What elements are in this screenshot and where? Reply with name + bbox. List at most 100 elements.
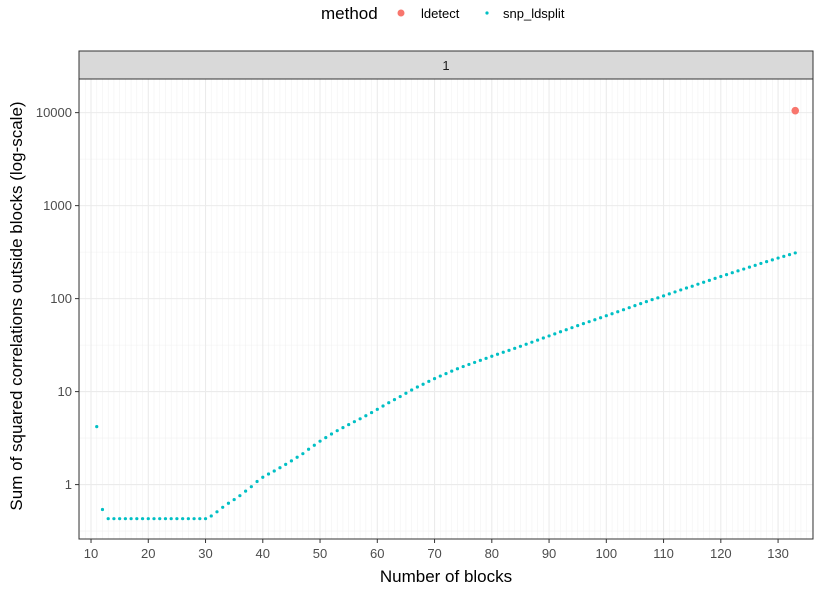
point-snp-ldsplit [404, 391, 408, 395]
point-snp-ldsplit [146, 517, 150, 521]
point-snp-ldsplit [135, 517, 139, 521]
point-snp-ldsplit [266, 472, 271, 476]
point-snp-ldsplit [158, 517, 162, 521]
y-axis-title: Sum of squared correlations outside bloc… [7, 101, 26, 510]
point-snp-ldsplit [507, 348, 511, 352]
point-snp-ldsplit [765, 260, 769, 264]
point-snp-ldsplit [329, 432, 334, 436]
y-tick-label: 10 [58, 384, 72, 399]
point-snp-ldsplit [341, 426, 345, 430]
point-snp-ldsplit [518, 344, 523, 348]
point-snp-ldsplit [358, 417, 362, 421]
legend-title: method [321, 4, 378, 23]
point-snp-ldsplit [352, 420, 356, 424]
point-snp-ldsplit [427, 379, 431, 383]
x-tick-label: 30 [198, 546, 212, 561]
point-snp-ldsplit [415, 385, 419, 389]
point-snp-ldsplit [656, 296, 660, 300]
x-tick-label: 110 [653, 546, 674, 561]
point-snp-ldsplit [587, 320, 591, 324]
x-tick-label: 20 [141, 546, 155, 561]
point-snp-ldsplit [770, 258, 774, 262]
point-snp-ldsplit [100, 507, 105, 512]
point-snp-ldsplit [724, 273, 729, 277]
point-snp-ldsplit [438, 374, 442, 378]
point-snp-ldsplit [553, 332, 557, 336]
x-tick-label: 10 [84, 546, 98, 561]
point-snp-ldsplit [375, 407, 379, 411]
y-tick-label: 100 [50, 291, 72, 306]
point-snp-ldsplit [661, 294, 666, 298]
point-snp-ldsplit [324, 436, 328, 440]
point-snp-ldsplit [667, 292, 671, 296]
point-snp-ldsplit [501, 350, 505, 354]
point-snp-ldsplit [432, 377, 437, 381]
point-snp-ldsplit [787, 253, 792, 257]
point-snp-ldsplit [255, 479, 259, 484]
point-snp-ldsplit [387, 401, 391, 405]
point-snp-ldsplit [484, 356, 488, 360]
point-snp-ldsplit [444, 372, 448, 376]
point-snp-ldsplit [467, 362, 471, 367]
point-snp-ldsplit [633, 304, 637, 308]
point-snp-ldsplit [702, 280, 706, 284]
point-snp-ldsplit [719, 274, 723, 279]
point-snp-ldsplit [421, 382, 425, 386]
y-tick-label: 1 [65, 477, 72, 492]
point-snp-ldsplit [123, 517, 127, 521]
point-snp-ldsplit [140, 517, 145, 521]
point-snp-ldsplit [530, 340, 534, 344]
x-tick-label: 100 [595, 546, 617, 561]
point-snp-ldsplit [312, 443, 316, 447]
point-snp-ldsplit [621, 308, 626, 312]
x-tick-label: 120 [710, 546, 732, 561]
point-snp-ldsplit [690, 284, 694, 288]
point-snp-ldsplit [558, 330, 563, 334]
point-snp-ldsplit [576, 324, 580, 328]
point-snp-ldsplit [450, 369, 454, 373]
data-points [95, 106, 800, 521]
legend-label-ldetect: ldetect [421, 6, 460, 21]
y-tick-label: 1000 [43, 198, 72, 213]
point-snp-ldsplit [730, 271, 734, 275]
point-snp-ldsplit [673, 290, 677, 294]
point-snp-ldsplit [604, 314, 608, 318]
point-snp-ldsplit [112, 517, 116, 521]
legend: method ldetect snp_ldsplit [321, 4, 565, 23]
point-snp-ldsplit [226, 501, 231, 505]
point-snp-ldsplit [118, 517, 122, 521]
point-snp-ldsplit [616, 310, 620, 314]
point-snp-ldsplit [335, 429, 339, 433]
legend-key-ldetect [397, 9, 405, 17]
point-snp-ldsplit [736, 269, 740, 273]
point-snp-ldsplit [473, 360, 477, 365]
panel-border [78, 78, 814, 540]
point-snp-ldsplit [186, 517, 190, 521]
point-snp-ldsplit [536, 338, 540, 342]
point-snp-ldsplit [747, 265, 752, 269]
point-snp-ldsplit [289, 459, 294, 463]
point-snp-ldsplit [410, 388, 414, 392]
point-snp-ldsplit [610, 312, 614, 316]
point-snp-ldsplit [455, 367, 460, 371]
point-snp-ldsplit [398, 394, 402, 399]
point-snp-ldsplit [495, 352, 500, 356]
point-snp-ldsplit [301, 452, 305, 456]
point-snp-ldsplit [261, 475, 265, 479]
point-snp-ldsplit [513, 346, 517, 350]
legend-key-snp-ldsplit [485, 11, 489, 15]
point-snp-ldsplit [284, 462, 288, 466]
point-snp-ldsplit [169, 517, 173, 521]
point-snp-ldsplit [793, 251, 797, 255]
point-snp-ldsplit [490, 354, 494, 358]
point-snp-ldsplit [564, 328, 568, 332]
y-axis: 1 10 100 1000 10000 [36, 105, 79, 492]
x-axis: 10 20 30 40 50 60 70 80 90 100 110 120 130 [84, 539, 789, 561]
point-snp-ldsplit [203, 517, 208, 521]
point-snp-ldsplit [347, 422, 351, 427]
point-snp-ldsplit [215, 510, 219, 514]
x-tick-label: 50 [313, 546, 327, 561]
point-snp-ldsplit [272, 469, 276, 473]
point-snp-ldsplit [541, 336, 545, 340]
